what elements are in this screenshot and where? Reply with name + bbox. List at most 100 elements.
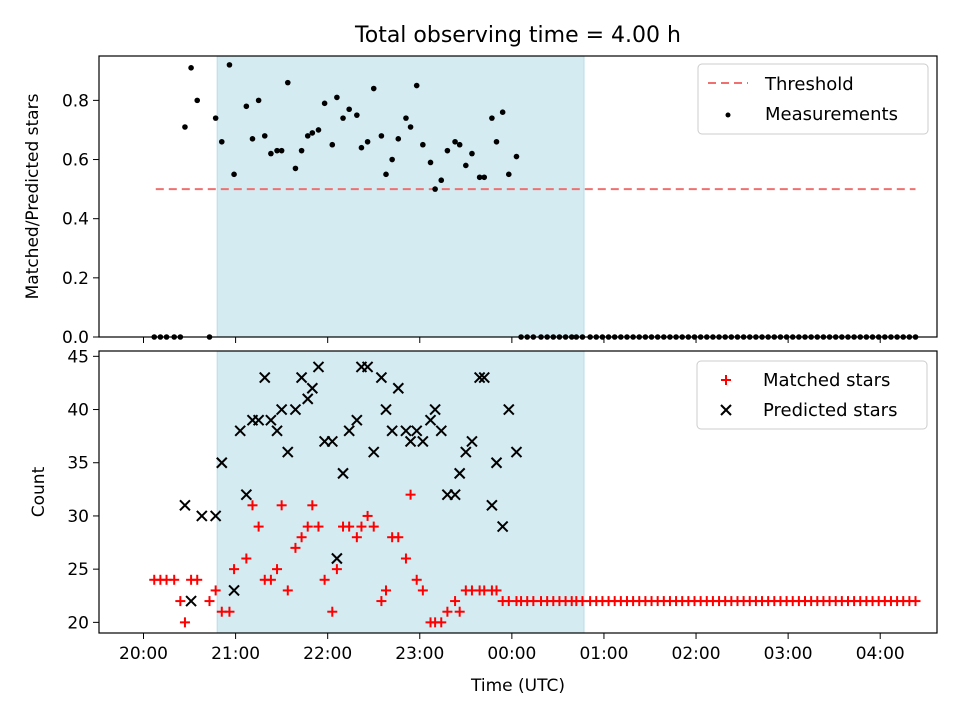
y-tick-label: 0.0 xyxy=(62,328,89,348)
count-panel: 20 25 30 35 40 45 20:00 21:00 22:00 23:00 00:00 01… xyxy=(29,347,938,696)
predicted-star-point xyxy=(496,520,509,533)
threshold-legend-label: Threshold xyxy=(764,74,854,95)
predicted-star-point xyxy=(449,488,461,501)
cross-b xyxy=(234,425,246,437)
cross-b xyxy=(361,361,374,373)
matched-star-point xyxy=(302,521,313,532)
matched-star-point xyxy=(393,532,404,543)
ratio-y-axis-label: Matched/Predicted stars xyxy=(23,93,43,299)
measurement-point xyxy=(315,127,322,133)
ratio-y-ticks: 0.0 0.2 0.4 0.6 0.8 xyxy=(62,91,99,348)
chart-title: Total observing time = 4.00 h xyxy=(354,23,681,48)
matched-star-point xyxy=(368,521,379,532)
matched-star-point xyxy=(405,489,416,500)
cross-b xyxy=(282,446,294,458)
ratio-legend-box xyxy=(697,63,929,135)
matched-star-point xyxy=(442,606,453,617)
matched-star-point xyxy=(376,596,387,607)
predicted-star-point xyxy=(380,403,392,416)
y-tick-label: 20 xyxy=(67,613,89,633)
measurement-point xyxy=(321,100,328,107)
cross-b xyxy=(295,371,308,384)
matched-star-point xyxy=(265,574,276,585)
measurement-point xyxy=(493,138,500,145)
matched-star-point xyxy=(307,500,318,511)
measurement-point xyxy=(476,174,483,181)
measurement-point xyxy=(218,138,225,145)
predicted-star-point xyxy=(240,488,253,501)
count-legend-box xyxy=(696,360,928,430)
matched-star-point xyxy=(253,521,264,532)
predicted-star-point xyxy=(404,435,417,448)
cross-b xyxy=(252,414,265,426)
cross-b xyxy=(435,425,447,437)
predicted-star-point xyxy=(375,371,388,384)
measurements-legend-swatch xyxy=(725,112,731,118)
cross-b xyxy=(486,499,498,512)
measurement-point xyxy=(354,112,360,118)
predicted-star-point xyxy=(216,457,228,469)
cross-b xyxy=(490,457,503,469)
cross-b xyxy=(375,371,388,384)
y-tick-label: 45 xyxy=(67,347,89,367)
matched-star-point xyxy=(204,596,215,607)
measurement-point xyxy=(212,115,219,121)
predicted-star-point xyxy=(424,414,437,426)
x-tick-label: 04:00 xyxy=(856,644,905,664)
predicted-star-point xyxy=(435,425,447,437)
cross-b xyxy=(417,435,429,448)
measurement-point xyxy=(278,147,285,154)
cross-b xyxy=(343,425,355,437)
measurement-point xyxy=(249,136,256,142)
matched-star-point xyxy=(175,596,186,607)
measurement-point xyxy=(292,165,299,172)
predicted-star-point xyxy=(326,435,338,448)
matched-legend-swatch xyxy=(721,375,731,385)
count-y-ticks: 20 25 30 35 40 45 xyxy=(67,347,99,633)
measurement-point xyxy=(420,141,426,148)
x-tick-label: 03:00 xyxy=(764,644,813,664)
matched-star-point xyxy=(296,532,307,543)
matched-star-point xyxy=(192,574,203,585)
predicted-star-point xyxy=(417,435,429,448)
matched-star-point xyxy=(356,521,367,532)
predicted-star-point xyxy=(185,595,197,607)
measurement-point xyxy=(194,97,201,104)
measurement-point xyxy=(389,156,395,163)
y-tick-label: 0.8 xyxy=(62,91,89,111)
measurement-point xyxy=(432,186,438,192)
observing-window-bottom xyxy=(216,350,585,634)
matched-star-point xyxy=(450,596,461,607)
cross-b xyxy=(228,584,240,597)
predicted-star-point xyxy=(490,457,503,469)
matched-star-point xyxy=(362,510,373,521)
predicted-star-point xyxy=(368,446,380,458)
measurement-point xyxy=(268,150,274,157)
matched-star-point xyxy=(210,585,221,596)
matched-star-point xyxy=(454,606,465,617)
cross-b xyxy=(460,446,472,458)
cross-b xyxy=(306,382,319,394)
x-tick-label: 23:00 xyxy=(395,644,444,664)
measurement-point xyxy=(346,106,352,113)
measurement-point xyxy=(403,115,409,121)
cross-b xyxy=(326,435,338,448)
x-tick-label: 01:00 xyxy=(579,644,628,664)
predicted-star-point xyxy=(361,361,374,373)
cross-b xyxy=(473,371,486,384)
predicted-star-point xyxy=(179,499,191,512)
measurement-point xyxy=(456,141,463,148)
measurement-point xyxy=(340,115,346,121)
cross-b xyxy=(185,595,197,607)
cross-b xyxy=(453,467,466,480)
cross-b xyxy=(478,371,490,384)
matched-star-point xyxy=(276,500,287,511)
y-tick-label: 35 xyxy=(67,454,89,474)
matched-star-point xyxy=(411,574,422,585)
observing-window-top xyxy=(216,55,585,338)
x-axis-label: Time (UTC) xyxy=(470,676,565,696)
predicted-star-point xyxy=(473,371,486,384)
predicted-star-point xyxy=(282,446,294,458)
cross-b xyxy=(720,404,732,416)
